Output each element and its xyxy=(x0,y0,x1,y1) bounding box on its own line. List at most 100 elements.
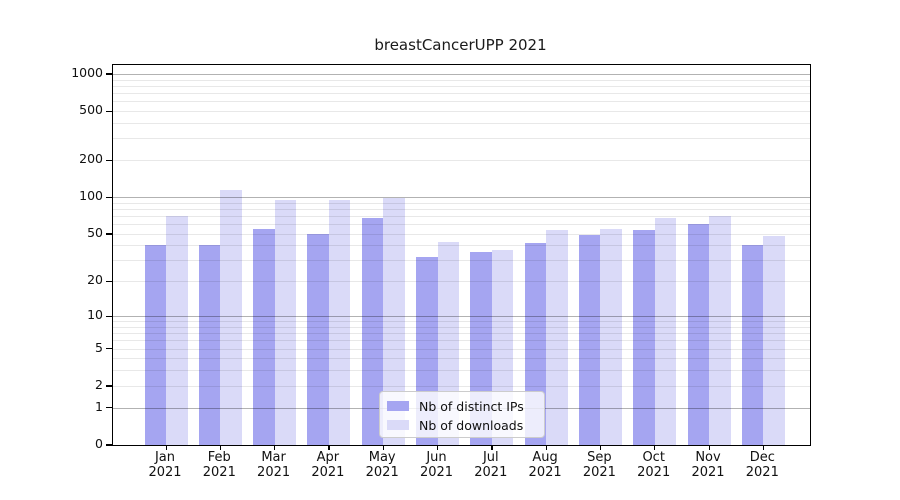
x-tick xyxy=(274,445,276,450)
y-tick xyxy=(106,196,113,198)
y-tick-label: 20 xyxy=(87,272,103,288)
y-tick-label: 10 xyxy=(87,307,103,323)
x-tick xyxy=(545,445,547,450)
bar-downloads-sep xyxy=(600,228,622,445)
y-tick xyxy=(106,159,113,161)
bar-downloads-aug xyxy=(546,229,568,445)
y-tick-label: 50 xyxy=(87,224,103,240)
gridline-minor xyxy=(113,326,810,328)
x-tick xyxy=(599,445,602,450)
x-tick-label: Jun 2021 xyxy=(419,450,454,480)
legend-swatch-distinct-ips xyxy=(387,401,409,411)
bar-distinct-ips-apr xyxy=(307,233,329,445)
x-tick-label: Nov 2021 xyxy=(691,450,725,480)
gridline-minor xyxy=(113,233,810,235)
y-tick xyxy=(106,233,113,235)
x-tick xyxy=(437,445,439,450)
gridline-minor xyxy=(113,358,810,360)
y-tick xyxy=(106,315,113,317)
y-tick-label: 5 xyxy=(95,339,103,355)
bar-distinct-ips-feb xyxy=(198,245,221,445)
gridline-minor xyxy=(113,224,810,226)
bar-downloads-nov xyxy=(709,216,731,445)
bar-distinct-ips-nov xyxy=(687,224,709,445)
gridline-minor xyxy=(113,85,810,87)
gridline-minor xyxy=(113,245,810,247)
x-tick xyxy=(708,445,710,450)
x-tick-label: Aug 2021 xyxy=(528,450,562,480)
legend-label-downloads: Nb of downloads xyxy=(419,417,524,433)
y-tick xyxy=(106,444,113,446)
bar-downloads-mar xyxy=(274,199,297,445)
gridline-minor xyxy=(113,340,810,342)
y-tick xyxy=(106,348,113,350)
x-tick-label: Dec 2021 xyxy=(745,450,779,480)
bar-distinct-ips-may xyxy=(361,218,384,445)
x-tick xyxy=(165,445,167,450)
x-tick xyxy=(762,445,765,450)
x-tick-label: May 2021 xyxy=(365,450,399,480)
y-tick xyxy=(106,385,113,387)
y-tick xyxy=(106,110,113,112)
x-tick xyxy=(382,445,384,450)
legend-swatch-downloads xyxy=(387,420,409,430)
bar-downloads-oct xyxy=(654,217,677,445)
legend: Nb of distinct IPs Nb of downloads xyxy=(379,391,545,438)
chart-title: breastCancerUPP 2021 xyxy=(374,36,547,54)
x-tick-label: Sep 2021 xyxy=(582,450,616,480)
bar-distinct-ips-sep xyxy=(578,234,601,445)
x-tick-label: Jan 2021 xyxy=(148,450,182,480)
y-tick-label: 0 xyxy=(95,435,103,451)
gridline-major xyxy=(113,73,810,75)
bar-distinct-ips-dec xyxy=(741,245,764,445)
y-tick-label: 2 xyxy=(95,376,103,392)
bar-distinct-ips-mar xyxy=(253,228,275,445)
x-tick-label: Mar 2021 xyxy=(257,450,291,480)
gridline-minor xyxy=(113,202,810,204)
x-tick xyxy=(328,445,330,450)
gridline-minor xyxy=(113,123,810,125)
x-tick xyxy=(491,445,493,450)
bar-distinct-ips-oct xyxy=(633,229,655,445)
gridline-minor xyxy=(113,321,810,323)
gridline-minor xyxy=(113,215,810,217)
x-tick xyxy=(219,445,222,450)
x-tick xyxy=(654,445,656,450)
y-tick xyxy=(106,73,113,75)
bar-downloads-dec xyxy=(763,235,785,445)
gridline-minor xyxy=(113,348,810,350)
y-tick-label: 500 xyxy=(79,102,103,118)
bar-downloads-feb xyxy=(220,190,242,445)
bar-downloads-may xyxy=(383,198,405,445)
y-tick xyxy=(106,407,113,409)
x-tick-label: Oct 2021 xyxy=(637,450,671,480)
gridline-minor xyxy=(113,138,810,140)
gridline-minor xyxy=(113,333,810,335)
gridline-minor xyxy=(113,79,810,81)
gridline-minor xyxy=(113,101,810,103)
gridline-major xyxy=(113,316,810,318)
y-tick-label: 1000 xyxy=(71,64,103,80)
gridline-minor xyxy=(113,281,810,283)
bar-downloads-apr xyxy=(328,200,351,445)
legend-item-downloads: Nb of downloads xyxy=(387,417,524,433)
plot-area: Nb of distinct IPs Nb of downloads xyxy=(106,64,811,450)
x-tick-label: Apr 2021 xyxy=(311,450,345,480)
x-tick-label: Feb 2021 xyxy=(202,450,236,480)
y-tick-label: 200 xyxy=(79,151,103,167)
y-tick xyxy=(106,280,113,283)
gridline-minor xyxy=(113,93,810,95)
y-tick-label: 100 xyxy=(79,188,103,204)
gridline-major xyxy=(113,197,810,199)
bar-distinct-ips-jan xyxy=(144,245,166,445)
legend-label-distinct-ips: Nb of distinct IPs xyxy=(419,398,524,414)
gridline-minor xyxy=(113,160,810,162)
y-tick-label: 1 xyxy=(95,398,103,414)
gridline-minor xyxy=(113,260,810,262)
bar-downloads-jan xyxy=(166,216,188,445)
gridline-minor xyxy=(113,385,810,387)
gridline-minor xyxy=(113,370,810,372)
legend-item-distinct-ips: Nb of distinct IPs xyxy=(387,398,524,414)
gridline-minor xyxy=(113,111,810,113)
